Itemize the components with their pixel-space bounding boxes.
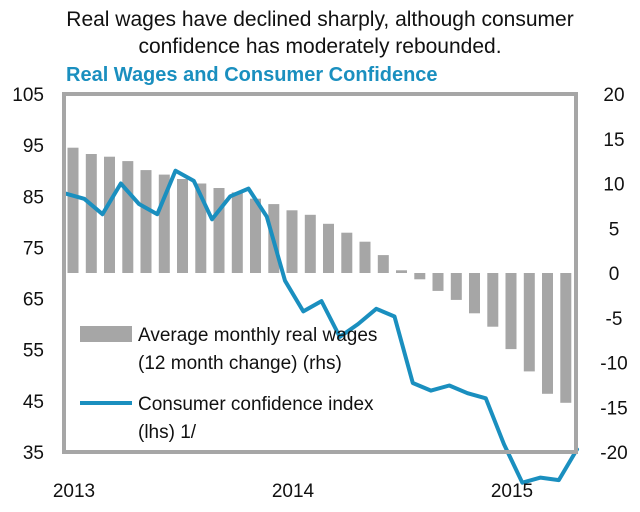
wage-bar [505, 273, 517, 350]
right-tick-label: -10 [600, 354, 627, 375]
wage-bar [450, 273, 462, 300]
x-tick-label: 2013 [53, 481, 95, 502]
wage-bar [250, 198, 261, 273]
wage-bar [359, 241, 371, 273]
left-tick-label: 95 [23, 136, 44, 157]
wage-bar [323, 223, 334, 273]
right-tick-label: 5 [609, 219, 620, 240]
wage-bar [140, 170, 152, 273]
wage-bar [542, 273, 553, 394]
wage-bar [213, 188, 225, 273]
wage-bar [85, 154, 97, 273]
right-tick-label: -15 [600, 398, 627, 419]
left-tick-label: 75 [23, 238, 44, 259]
right-tick-label: 20 [603, 85, 624, 106]
chart-headline: Real wages have declined sharply, althou… [0, 6, 640, 60]
wage-bar [286, 210, 298, 273]
right-tick-label: 15 [603, 130, 624, 151]
right-tick-label: 10 [603, 175, 624, 196]
plot-border [62, 92, 578, 454]
right-axis-ticks: -20 -15 -10 -5 0 5 10 15 20 [600, 85, 627, 464]
wage-bar [67, 147, 79, 273]
wage-bar [523, 273, 535, 372]
right-tick-label: 0 [609, 264, 620, 285]
wage-bar [122, 161, 134, 273]
x-tick-label: 2014 [272, 481, 315, 502]
legend-label-confidence: Consumer confidence index [138, 394, 374, 415]
wage-bar [414, 273, 426, 280]
right-tick-label: -5 [606, 309, 623, 330]
headline-line-2: confidence has moderately rebounded. [138, 35, 502, 58]
wage-bar [469, 273, 480, 314]
legend: Average monthly real wages (12 month cha… [80, 325, 377, 443]
left-tick-label: 55 [23, 341, 44, 362]
wage-bar [377, 255, 389, 273]
x-axis-ticks: 2013 2014 2015 [53, 481, 533, 502]
line-series-consumer-confidence-group [64, 168, 579, 485]
left-axis-ticks: 35 45 55 65 75 85 95 105 [12, 85, 44, 464]
wage-bar [560, 273, 572, 403]
wage-bar [195, 183, 207, 273]
legend-label-wages: Average monthly real wages [138, 325, 377, 346]
wage-bar [158, 174, 170, 273]
plot-frame [62, 92, 578, 454]
left-tick-label: 85 [23, 187, 44, 208]
left-tick-label: 45 [23, 392, 44, 413]
wage-bar [487, 273, 499, 327]
legend-label-confidence-detail: (lhs) 1/ [138, 422, 197, 443]
headline-line-1: Real wages have declined sharply, althou… [66, 8, 574, 31]
right-tick-label: -20 [600, 443, 627, 464]
wage-bar [231, 192, 243, 273]
x-tick-label: 2015 [491, 481, 533, 502]
left-tick-label: 65 [23, 290, 44, 311]
wage-bar [104, 156, 115, 273]
wage-bar [432, 273, 444, 291]
left-tick-label: 35 [23, 443, 44, 464]
wage-bar [304, 214, 316, 273]
wage-bar [341, 232, 353, 273]
left-tick-label: 105 [12, 85, 44, 106]
bar-series-real-wages [67, 147, 572, 403]
chart-title: Real Wages and Consumer Confidence [66, 64, 438, 86]
wage-bar [177, 179, 188, 273]
confidence-line [64, 168, 579, 485]
legend-swatch-wages [80, 326, 132, 342]
legend-label-wages-detail: (12 month change) (rhs) [138, 353, 342, 374]
wage-bar [396, 270, 407, 273]
